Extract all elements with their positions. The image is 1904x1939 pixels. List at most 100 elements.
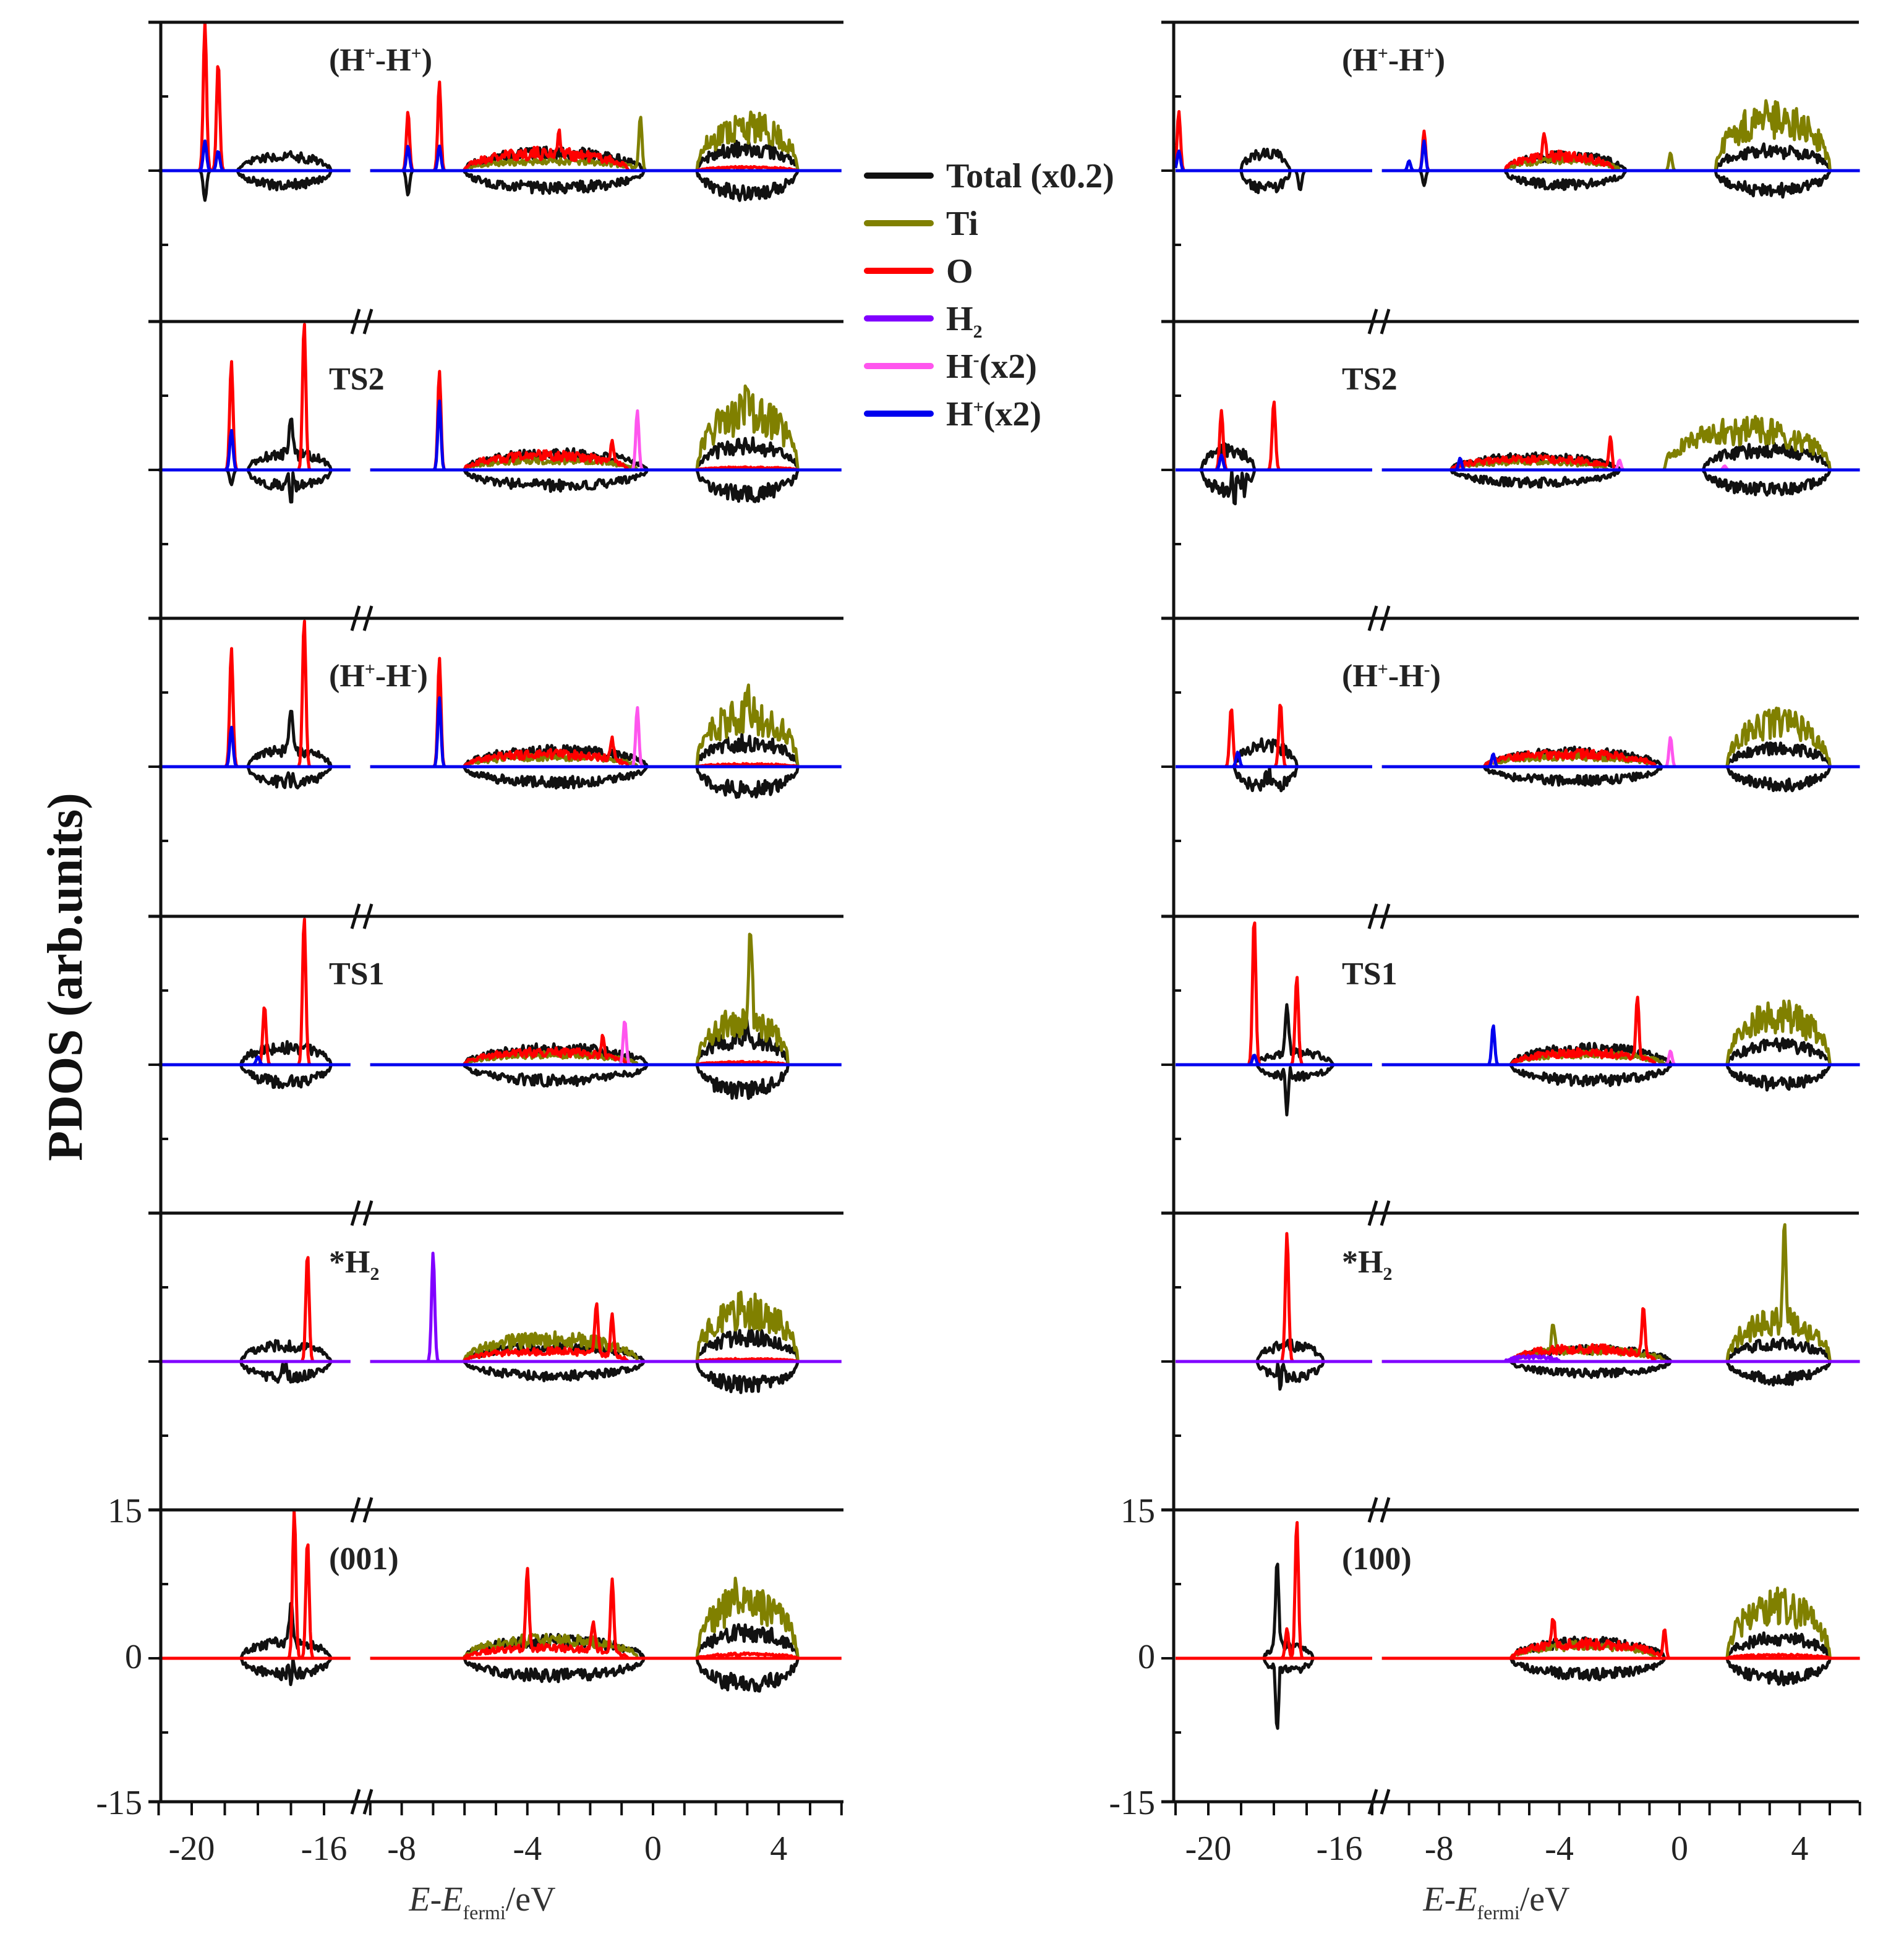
x-tick-label: -4 [1545, 1830, 1574, 1868]
panel: TS1 [148, 903, 843, 1140]
series-o [158, 1256, 351, 1363]
axis-break-mark [350, 1789, 374, 1815]
y-tick-label: 15 [1121, 1492, 1155, 1530]
x-tick-label: 0 [644, 1830, 662, 1868]
plot-left: (H+-H+)TS2(H+-H-)TS1*H2(001)-20 -16 -8 -4 0 4… [96, 20, 843, 1924]
panel: (H+-H-) [148, 605, 843, 842]
legend-label-suffix: (x2) [980, 347, 1037, 386]
axis-break-mark [350, 1200, 374, 1226]
panel-label: (001) [329, 1541, 399, 1577]
series-total-spin-down [158, 765, 351, 790]
panel-label-part: -H [1388, 43, 1424, 78]
series-total-spin-down [370, 765, 842, 799]
series-total [1175, 1338, 1372, 1363]
panel-label-part: TS2 [329, 362, 385, 397]
series-total-spin-down [158, 1063, 351, 1089]
plot-right: (H+-H+) TS2 (H+-H-) TS1 *H2 (100) -20 -16 -8 -4 0 4… [1109, 20, 1861, 1924]
x-axis-title: E-Efermi/eV [1422, 1880, 1569, 1924]
x-tick-label: -4 [513, 1830, 542, 1868]
series-hplus [158, 725, 351, 769]
legend-label-suffix: (x2) [984, 395, 1041, 433]
x-title-unit: /eV [506, 1880, 556, 1919]
series-total-spin-down [1381, 468, 1860, 497]
series-total-spin-down [370, 468, 842, 503]
panel-label-part: 2 [1383, 1264, 1392, 1284]
panel-label-part: TS1 [329, 957, 385, 992]
y-tick-label: 0 [1138, 1638, 1155, 1676]
panel-label-part: ) [422, 43, 432, 78]
y-axis-title: PDOS (arb.units) [38, 793, 93, 1161]
series-total-spin-down [370, 1063, 842, 1100]
axis-break-mark [350, 903, 374, 929]
legend-label-sup: + [973, 397, 984, 417]
panel-label: (H+-H-) [1342, 658, 1441, 694]
y-tick-label: 0 [125, 1638, 142, 1676]
panel-label: TS2 [329, 362, 385, 397]
panel-label-part: (H [1342, 658, 1378, 694]
x-tick-label: -8 [1425, 1830, 1454, 1868]
panel-label-part: -H [1388, 658, 1424, 694]
axis-break-mark [1367, 903, 1391, 929]
series-total-spin-down [1175, 468, 1372, 506]
series-total-spin-down [1175, 1360, 1372, 1391]
series-total-spin-down [370, 1360, 842, 1394]
panel-label-part: *H [1342, 1245, 1383, 1280]
legend-label-sup: - [973, 349, 980, 370]
panel-label: TS2 [1342, 362, 1398, 397]
x-tick-label: -16 [1317, 1830, 1363, 1868]
panel-label-part: ) [417, 658, 428, 694]
series-total-spin-down [158, 169, 351, 202]
x-tick-label: -8 [387, 1830, 416, 1868]
panel-label: TS1 [1342, 957, 1398, 992]
legend-label-text: H [946, 347, 973, 386]
panel: TS2 [148, 309, 843, 545]
series-total-spin-down [158, 468, 351, 504]
series-total-spin-down [1175, 169, 1372, 194]
panel-label-part: (001) [329, 1541, 399, 1577]
panel: (H+-H+) [1161, 20, 1860, 246]
x-tick-label: -20 [1185, 1830, 1232, 1868]
panel: TS2 [1161, 309, 1860, 545]
panel-label: *H2 [329, 1245, 379, 1284]
series-total-spin-down [1381, 1656, 1860, 1687]
panel: (H+-H-) [1161, 605, 1860, 842]
series-total-spin-down [1381, 1063, 1860, 1092]
legend-label-text: Total (x0.2) [946, 157, 1114, 195]
series-total [158, 150, 351, 173]
series-o [158, 918, 351, 1067]
panel-label-part: ) [1430, 658, 1441, 694]
axis-break-mark [350, 309, 374, 335]
panel-label: (100) [1342, 1541, 1412, 1577]
series-o [158, 1509, 351, 1660]
axis-break-mark [350, 1497, 374, 1523]
y-tick-label: -15 [1109, 1784, 1155, 1822]
panel: (100) [1161, 1497, 1860, 1734]
legend-label-hminus: H-(x2) [946, 347, 1037, 386]
legend-label-text: H [946, 395, 973, 433]
panel-label-part: (100) [1342, 1541, 1412, 1577]
series-o [1174, 110, 1372, 173]
panel: TS1 [1161, 903, 1860, 1140]
series-total-spin-down [1175, 1063, 1372, 1117]
legend-label-text: O [946, 252, 973, 291]
x-tick-label: -16 [301, 1830, 348, 1868]
x-title-main: E-E [1422, 1880, 1477, 1919]
series-total [158, 417, 351, 472]
series-total-spin-down [1175, 765, 1372, 793]
x-title-sub: fermi [463, 1901, 505, 1924]
x-tick-label: 4 [770, 1830, 787, 1868]
series-total-spin-down [158, 1360, 351, 1384]
panel-label-part: 2 [370, 1264, 379, 1284]
axis-break-mark [1367, 1497, 1391, 1523]
x-title-sub: fermi [1477, 1901, 1519, 1924]
panel-label-part: TS2 [1342, 362, 1398, 397]
legend-label-h2: H2 [946, 300, 983, 342]
x-title-unit: /eV [1520, 1880, 1570, 1919]
panel: *H2 [148, 1200, 843, 1437]
panel-label-part: (H [329, 43, 365, 78]
series-total-spin-down [158, 1656, 351, 1686]
x-tick-label: 4 [1791, 1830, 1808, 1868]
series-hplus [1175, 751, 1372, 769]
series-hplus [158, 428, 351, 472]
series-o [158, 20, 351, 173]
